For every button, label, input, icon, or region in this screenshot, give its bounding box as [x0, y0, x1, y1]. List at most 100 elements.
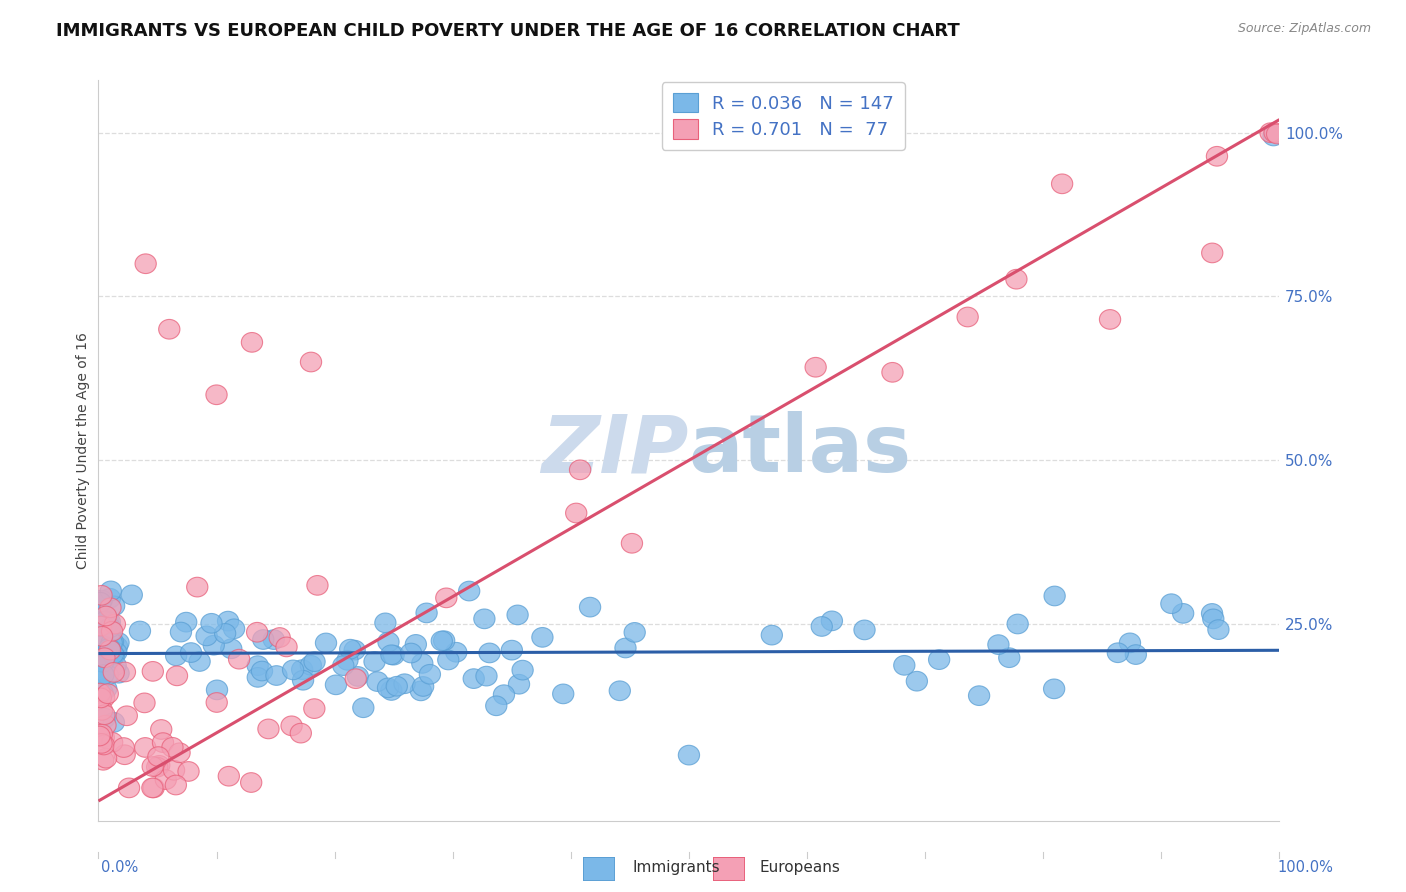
Ellipse shape [93, 728, 114, 747]
Ellipse shape [108, 632, 129, 652]
Text: 100.0%: 100.0% [1277, 860, 1333, 874]
Ellipse shape [91, 585, 112, 605]
Ellipse shape [89, 633, 110, 653]
Ellipse shape [988, 635, 1010, 655]
Ellipse shape [307, 575, 328, 595]
Ellipse shape [94, 645, 115, 665]
Ellipse shape [512, 660, 533, 680]
Legend: R = 0.036   N = 147, R = 0.701   N =  77: R = 0.036 N = 147, R = 0.701 N = 77 [662, 82, 905, 150]
Ellipse shape [221, 639, 242, 658]
Ellipse shape [134, 693, 155, 713]
Ellipse shape [436, 588, 457, 607]
Ellipse shape [195, 626, 217, 646]
Ellipse shape [103, 632, 124, 652]
Ellipse shape [291, 660, 312, 680]
Ellipse shape [224, 619, 245, 639]
Ellipse shape [90, 616, 111, 636]
Ellipse shape [609, 681, 630, 700]
Ellipse shape [114, 662, 135, 681]
Ellipse shape [108, 664, 129, 683]
Ellipse shape [433, 631, 454, 650]
Ellipse shape [252, 661, 273, 681]
Text: Source: ZipAtlas.com: Source: ZipAtlas.com [1237, 22, 1371, 36]
Ellipse shape [437, 650, 458, 670]
Ellipse shape [998, 648, 1019, 667]
Ellipse shape [304, 698, 325, 718]
Ellipse shape [565, 503, 586, 523]
Ellipse shape [129, 621, 150, 640]
Ellipse shape [96, 615, 117, 634]
Ellipse shape [94, 648, 115, 667]
Ellipse shape [1045, 586, 1066, 606]
Ellipse shape [93, 735, 114, 755]
Ellipse shape [89, 645, 110, 665]
Ellipse shape [337, 650, 359, 670]
Ellipse shape [91, 733, 112, 753]
Ellipse shape [283, 660, 304, 680]
Ellipse shape [187, 577, 208, 597]
Ellipse shape [166, 646, 187, 665]
Ellipse shape [269, 628, 290, 648]
Ellipse shape [509, 674, 530, 694]
Ellipse shape [382, 645, 404, 665]
Ellipse shape [315, 633, 336, 653]
Ellipse shape [1267, 124, 1288, 144]
Ellipse shape [97, 610, 118, 630]
Ellipse shape [1052, 174, 1073, 194]
Ellipse shape [1202, 604, 1223, 624]
Ellipse shape [405, 634, 426, 654]
Ellipse shape [96, 748, 117, 768]
Ellipse shape [276, 637, 297, 657]
Ellipse shape [89, 683, 111, 703]
Ellipse shape [353, 698, 374, 717]
Ellipse shape [1043, 679, 1064, 698]
Ellipse shape [531, 627, 553, 648]
Ellipse shape [446, 642, 467, 662]
Ellipse shape [853, 620, 875, 640]
Ellipse shape [100, 621, 121, 640]
Ellipse shape [107, 637, 128, 657]
Ellipse shape [101, 633, 122, 653]
Ellipse shape [135, 738, 156, 757]
Ellipse shape [1263, 126, 1284, 145]
Ellipse shape [117, 706, 138, 725]
Ellipse shape [93, 652, 114, 672]
Ellipse shape [98, 620, 120, 640]
Ellipse shape [91, 664, 112, 683]
Ellipse shape [1161, 594, 1182, 614]
Ellipse shape [98, 639, 120, 658]
Ellipse shape [387, 676, 408, 696]
Ellipse shape [101, 622, 122, 641]
Ellipse shape [163, 761, 184, 780]
Ellipse shape [93, 661, 114, 681]
Ellipse shape [242, 333, 263, 352]
Ellipse shape [501, 640, 523, 660]
Ellipse shape [100, 589, 121, 608]
Ellipse shape [207, 693, 228, 713]
Ellipse shape [101, 649, 122, 669]
Ellipse shape [1099, 310, 1121, 329]
Ellipse shape [89, 672, 110, 691]
Ellipse shape [148, 747, 169, 766]
Ellipse shape [94, 705, 115, 724]
Ellipse shape [188, 652, 211, 672]
Ellipse shape [94, 631, 115, 650]
Ellipse shape [94, 629, 115, 648]
Ellipse shape [218, 611, 239, 631]
Ellipse shape [263, 630, 284, 649]
Ellipse shape [176, 612, 197, 632]
Ellipse shape [882, 362, 903, 382]
Ellipse shape [579, 598, 600, 617]
Ellipse shape [394, 674, 415, 694]
Ellipse shape [229, 649, 250, 669]
Ellipse shape [218, 766, 239, 786]
Ellipse shape [97, 684, 118, 704]
Ellipse shape [94, 643, 115, 663]
Text: atlas: atlas [689, 411, 912, 490]
Ellipse shape [103, 663, 124, 682]
Ellipse shape [103, 646, 125, 665]
Ellipse shape [205, 385, 228, 405]
Ellipse shape [375, 613, 396, 632]
Ellipse shape [104, 615, 125, 634]
Ellipse shape [494, 685, 515, 705]
